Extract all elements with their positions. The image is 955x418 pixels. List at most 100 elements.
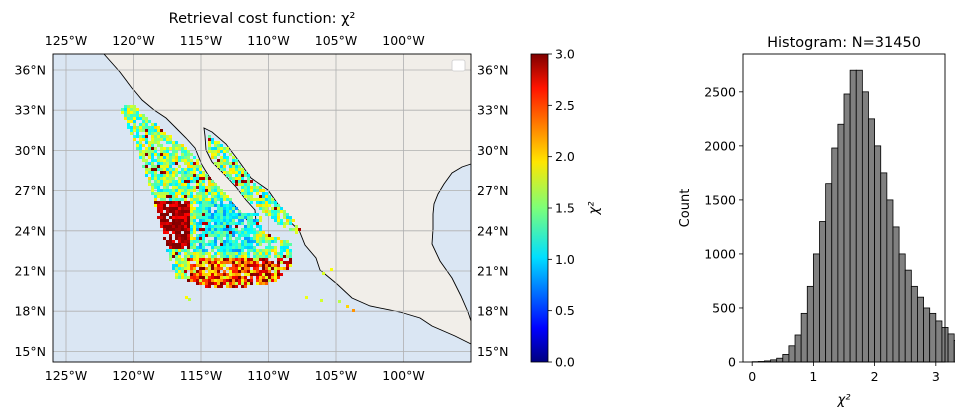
chi2-pixel — [148, 129, 151, 132]
chi2-pixel — [181, 192, 184, 195]
chi2-pixel — [217, 147, 220, 150]
chi2-pixel — [193, 213, 196, 216]
chi2-pixel — [166, 210, 169, 213]
chi2-pixel — [199, 210, 202, 213]
chi2-pixel — [181, 228, 184, 231]
chi2-pixel — [271, 198, 274, 201]
chi2-pixel — [184, 216, 187, 219]
chi2-pixel — [241, 171, 244, 174]
chi2-pixel — [169, 201, 172, 204]
chi2-pixel — [259, 234, 262, 237]
lat-tick-label-right: 36°N — [477, 63, 509, 78]
chi2-pixel — [274, 240, 277, 243]
chi2-pixel — [175, 267, 178, 270]
chi2-pixel — [217, 249, 220, 252]
chi2-pixel — [259, 201, 262, 204]
chi2-pixel — [166, 207, 169, 210]
chi2-pixel — [226, 219, 229, 222]
chi2-pixel — [163, 192, 166, 195]
histogram-bar — [880, 172, 888, 363]
chi2-pixel — [208, 279, 211, 282]
chi2-pixel — [202, 201, 205, 204]
chi2-pixel — [178, 213, 181, 216]
chi2-pixel — [250, 243, 253, 246]
chi2-pixel — [229, 234, 232, 237]
chi2-pixel — [196, 168, 199, 171]
chi2-pixel — [196, 198, 199, 201]
chi2-pixel — [238, 264, 241, 267]
chi2-pixel — [142, 129, 145, 132]
chi2-pixel — [277, 270, 280, 273]
chi2-pixel — [229, 270, 232, 273]
chi2-pixel — [214, 243, 217, 246]
chi2-pixel — [181, 264, 184, 267]
chi2-pixel — [193, 243, 196, 246]
chi2-pixel — [157, 129, 160, 132]
chi2-pixel — [181, 258, 184, 261]
chi2-pixel — [235, 267, 238, 270]
chi2-pixel — [250, 237, 253, 240]
chi2-pixel — [214, 252, 217, 255]
chi2-pixel — [184, 192, 187, 195]
chi2-pixel — [217, 204, 220, 207]
chi2-pixel — [223, 231, 226, 234]
chi2-pixel — [136, 108, 139, 111]
chi2-pixel — [247, 198, 250, 201]
chi2-pixel — [142, 138, 145, 141]
lon-tick-label-bottom: 110°W — [247, 368, 289, 383]
chi2-pixel — [130, 132, 133, 135]
chi2-pixel — [223, 246, 226, 249]
chi2-pixel — [163, 153, 166, 156]
chi2-pixel — [280, 255, 283, 258]
chi2-pixel — [190, 267, 193, 270]
chi2-pixel — [211, 261, 214, 264]
chi2-pixel — [220, 204, 223, 207]
chi2-pixel — [280, 273, 283, 276]
chi2-pixel — [265, 240, 268, 243]
chi2-pixel — [163, 171, 166, 174]
colorbar-ticks: 0.00.51.01.52.02.53.0 — [548, 47, 575, 370]
chi2-pixel — [175, 258, 178, 261]
chi2-pixel — [175, 228, 178, 231]
chi2-pixel — [238, 270, 241, 273]
chi2-pixel — [208, 198, 211, 201]
chi2-pixel — [262, 237, 265, 240]
chi2-pixel — [193, 255, 196, 258]
chi2-pixel — [217, 159, 220, 162]
chi2-pixel — [286, 249, 289, 252]
chi2-pixel — [229, 165, 232, 168]
chi2-pixel — [181, 171, 184, 174]
chi2-pixel — [262, 258, 265, 261]
chi2-pixel — [223, 276, 226, 279]
chi2-pixel — [184, 150, 187, 153]
chi2-pixel — [172, 225, 175, 228]
chi2-pixel — [190, 219, 193, 222]
chi2-pixel — [235, 270, 238, 273]
chi2-pixel — [247, 228, 250, 231]
chi2-pixel — [220, 243, 223, 246]
chi2-pixel — [154, 171, 157, 174]
chi2-pixel — [211, 249, 214, 252]
chi2-pixel — [187, 186, 190, 189]
chi2-pixel — [214, 144, 217, 147]
chi2-pixel — [292, 228, 295, 231]
chi2-pixel — [193, 276, 196, 279]
lat-tick-label-right: 30°N — [477, 143, 509, 158]
chi2-pixel — [289, 261, 292, 264]
chi2-pixel — [187, 219, 190, 222]
chi2-pixel — [256, 258, 259, 261]
chi2-pixel — [211, 201, 214, 204]
chi2-pixel — [148, 126, 151, 129]
chi2-pixel — [283, 213, 286, 216]
chi2-pixel — [166, 213, 169, 216]
chi2-pixel — [190, 177, 193, 180]
chi2-pixel — [283, 246, 286, 249]
chi2-pixel — [157, 210, 160, 213]
chi2-pixel — [202, 255, 205, 258]
chi2-pixel — [175, 168, 178, 171]
chi2-pixel — [265, 282, 268, 285]
chi2-pixel — [199, 222, 202, 225]
chi2-pixel — [205, 231, 208, 234]
chi2-pixel — [229, 153, 232, 156]
